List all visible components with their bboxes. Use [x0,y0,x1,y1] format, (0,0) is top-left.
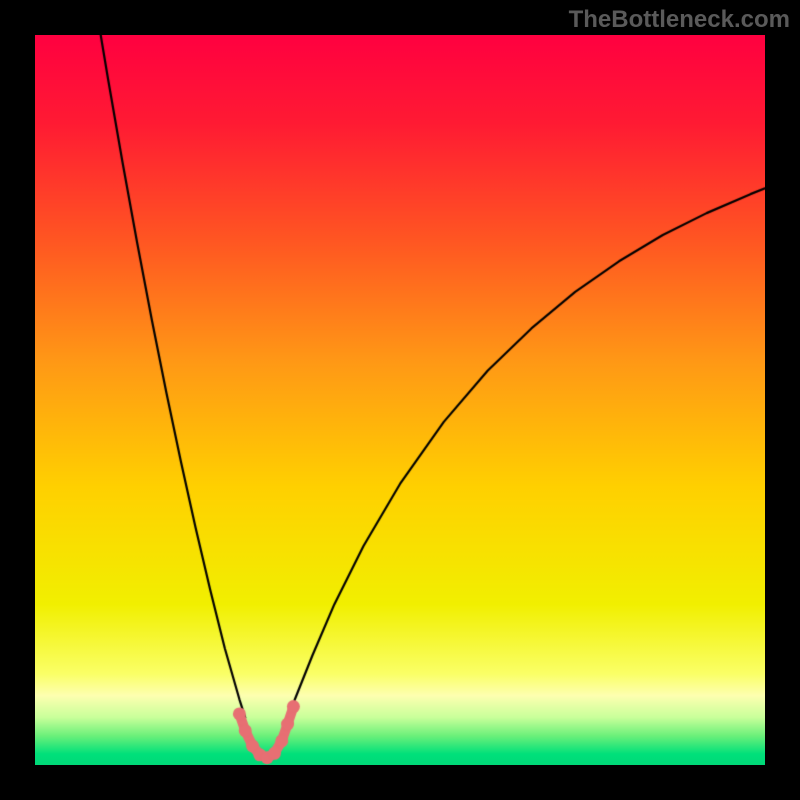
chart-stage: TheBottleneck.com [0,0,800,800]
bottleneck-curve-canvas [35,35,765,765]
watermark-text: TheBottleneck.com [569,6,790,34]
